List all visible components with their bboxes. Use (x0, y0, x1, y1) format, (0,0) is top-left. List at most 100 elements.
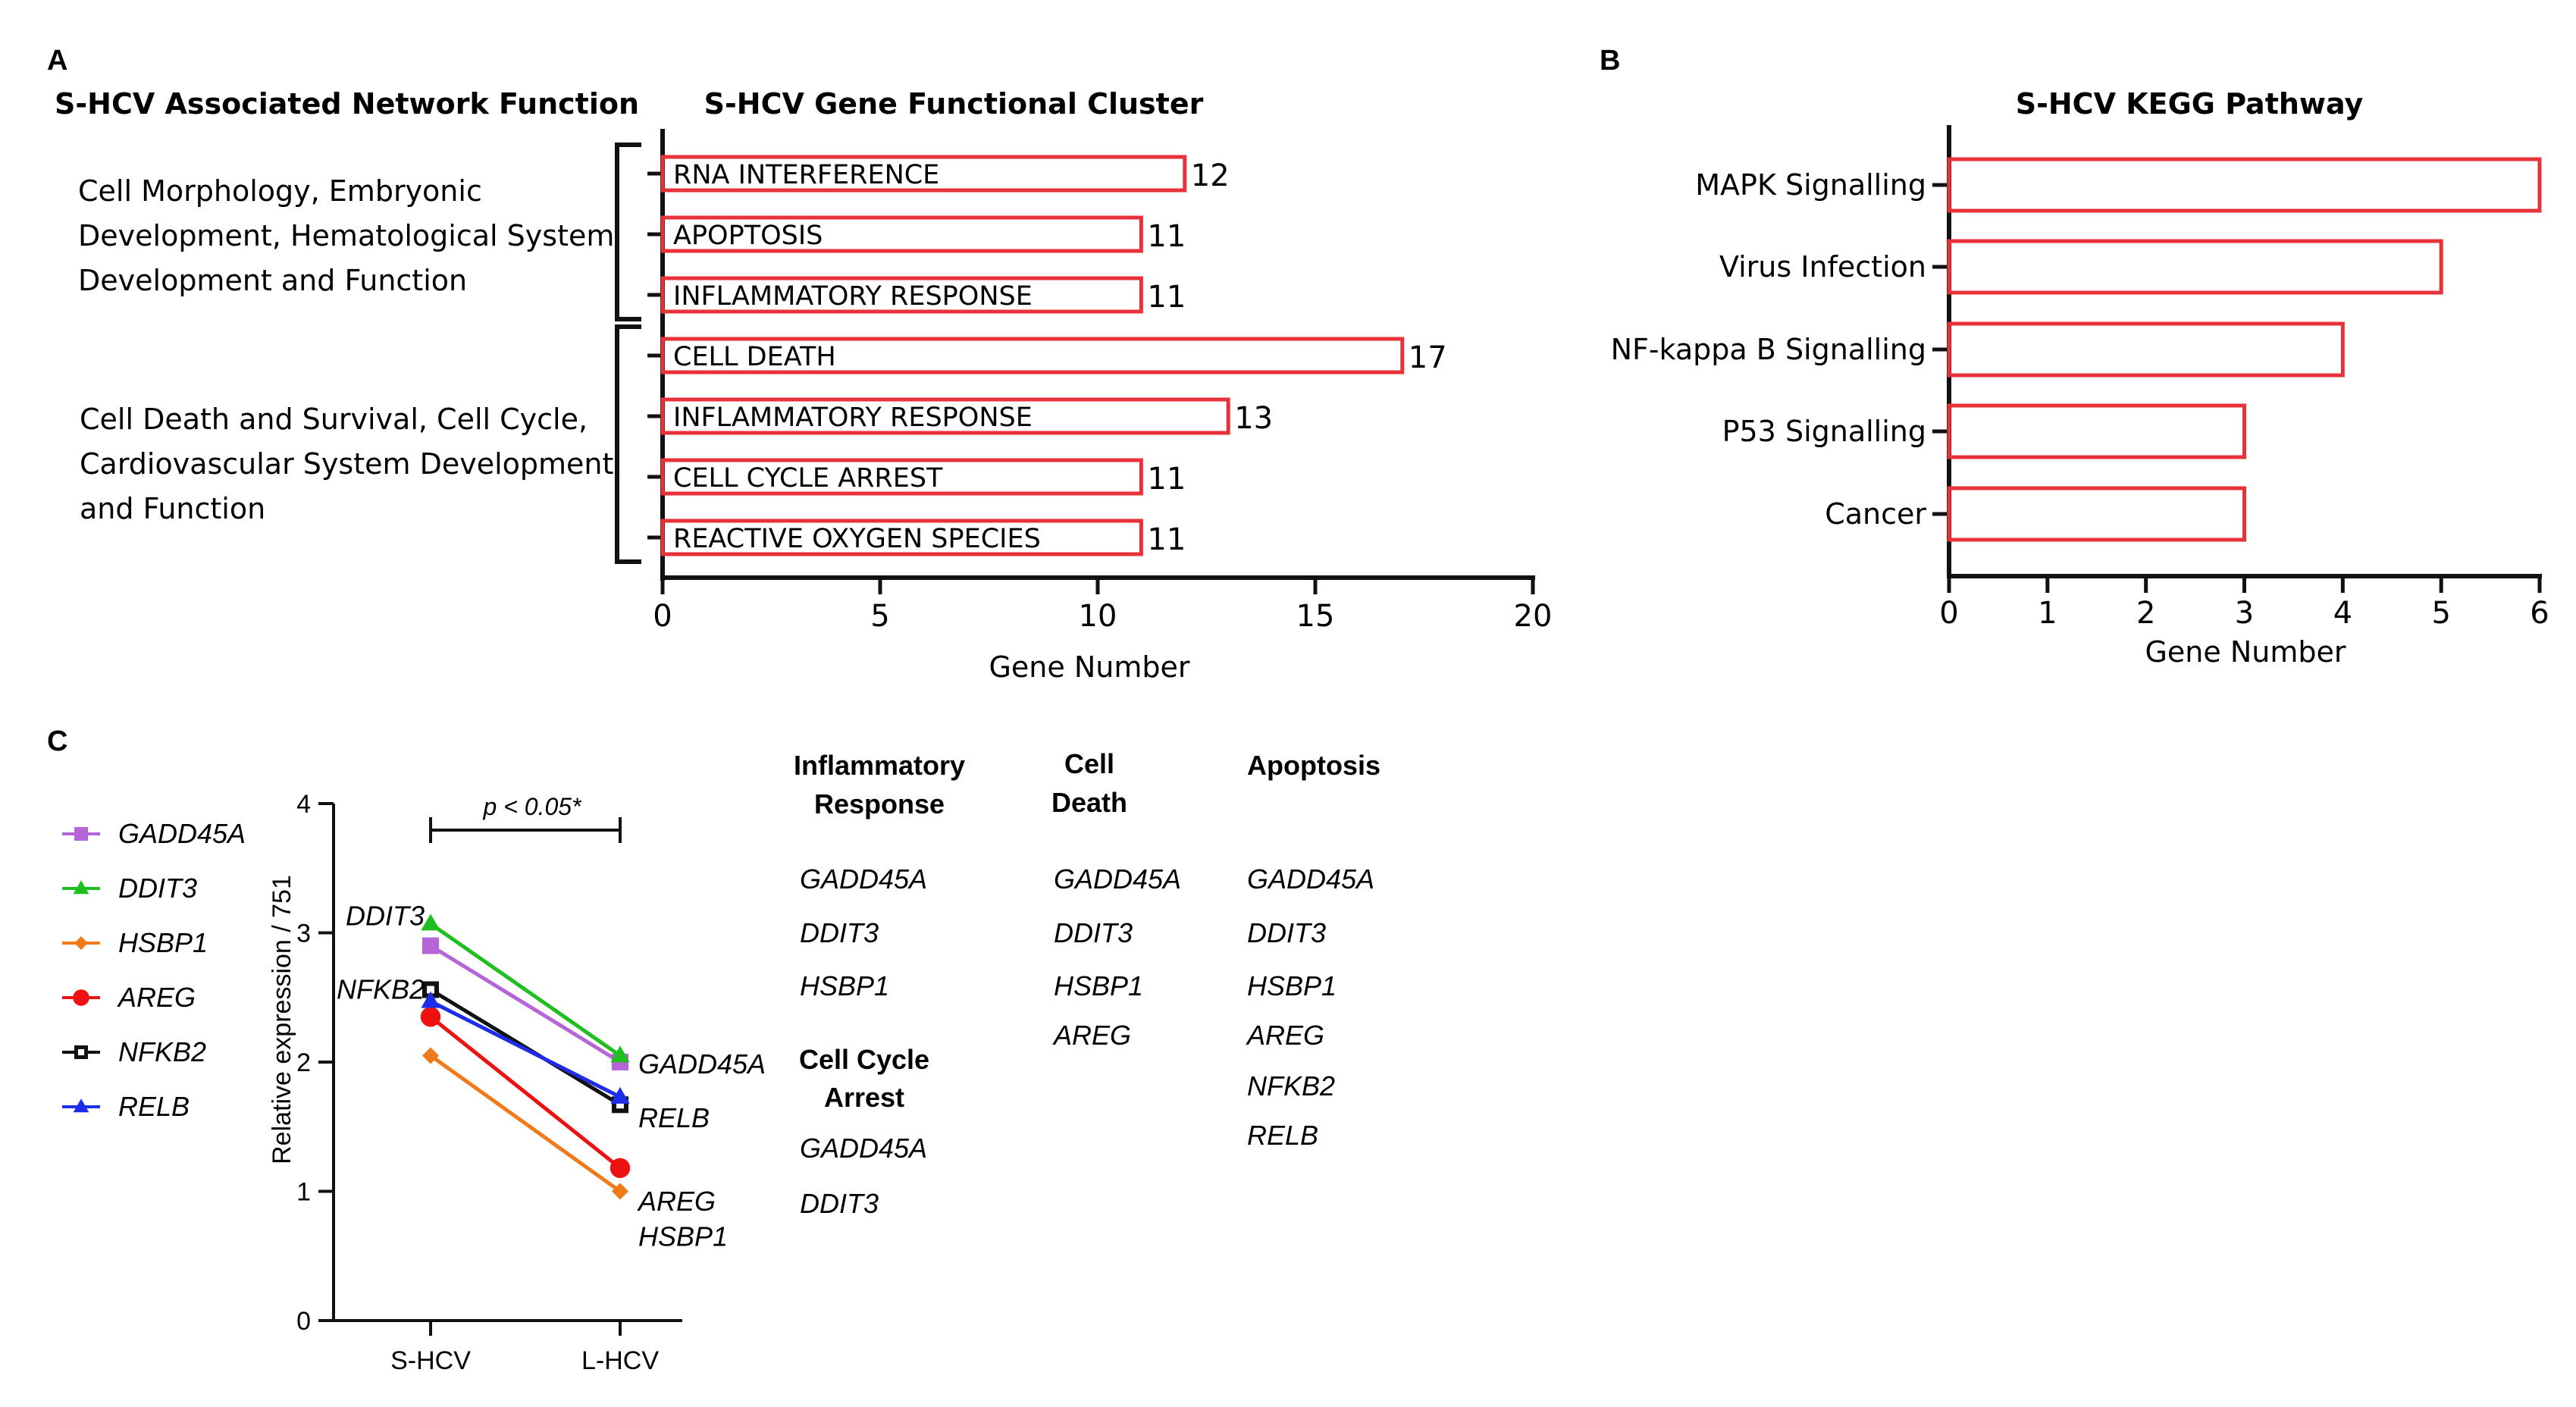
apoptosis-gene: HSBP1 (1247, 970, 1337, 1001)
expression-point-label: GADD45A (638, 1048, 766, 1080)
cell-death-gene: HSBP1 (1054, 970, 1143, 1001)
kegg-x-tick-label: 4 (2333, 596, 2352, 631)
expression-point-label: DDIT3 (346, 901, 425, 932)
kegg-category-label: NF-kappa B Signalling (1611, 333, 1926, 366)
legend-label: DDIT3 (118, 873, 197, 904)
kegg-bar (1947, 321, 2345, 378)
expression-chart: Relative expression / 751 p < 0.05* 0 1 2 3… (62, 790, 766, 1375)
legend-marker (73, 880, 89, 895)
expression-point (612, 1183, 628, 1200)
cell-death-gene: AREG (1052, 1020, 1131, 1051)
network-function-panel: S-HCV Associated Network Function Cell M… (55, 87, 639, 525)
network-2-line-3: and Function (80, 492, 265, 525)
kegg-x-tick-label: 5 (2431, 596, 2450, 631)
cell-cycle-gene: GADD45A (800, 1133, 927, 1164)
expression-point (421, 913, 440, 931)
expression-point-label: HSBP1 (638, 1221, 728, 1252)
legend-marker (74, 936, 88, 950)
cluster-chart-title: S-HCV Gene Functional Cluster (704, 87, 1204, 121)
cell-cycle-title-line-2: Arrest (824, 1082, 904, 1113)
cluster-value-label: 17 (1409, 340, 1447, 375)
kegg-x-tick-label: 2 (2136, 596, 2155, 631)
expression-line (429, 944, 622, 1064)
apoptosis-gene: RELB (1247, 1120, 1318, 1151)
cluster-value-label: 11 (1147, 280, 1186, 315)
panel-label-c: C (47, 725, 67, 757)
apoptosis-gene: GADD45A (1247, 863, 1374, 895)
cluster-bar (660, 155, 1187, 193)
inflammatory-title-line-2: Response (814, 788, 945, 819)
expression-point (610, 1086, 630, 1104)
legend-label: RELB (118, 1091, 190, 1122)
expression-point (420, 1007, 441, 1027)
cell-death-gene: DDIT3 (1054, 917, 1133, 948)
inflammatory-title-line-1: Inflammatory (794, 750, 965, 781)
expression-point (422, 981, 439, 998)
gene-cluster-chart: S-HCV Gene Functional Cluster Gene Numbe… (615, 87, 1553, 684)
legend-marker-inner (77, 1048, 85, 1056)
significance-label: p < 0.05* (483, 793, 583, 820)
cluster-bar (660, 458, 1143, 496)
expression-series-relb (421, 991, 630, 1104)
apoptosis-gene: DDIT3 (1247, 917, 1326, 948)
network-function-title: S-HCV Associated Network Function (55, 87, 639, 121)
cluster-value-label: 11 (1147, 522, 1186, 557)
cell-cycle-title-line-1: Cell Cycle (799, 1044, 929, 1075)
cluster-bar (660, 337, 1405, 374)
cluster-category-label: RNA INTERFERENCE (673, 160, 939, 190)
cluster-x-tick-label: 10 (1079, 599, 1117, 634)
cluster-x-tick-label: 5 (870, 599, 889, 634)
kegg-x-tick-label: 1 (2038, 596, 2057, 631)
expression-series-hsbp1 (422, 1047, 628, 1200)
expression-line (429, 1054, 622, 1193)
expression-point (610, 1045, 630, 1063)
expression-y-tick-label: 0 (296, 1307, 311, 1336)
expression-y-tick-label: 1 (296, 1178, 311, 1207)
network-2-line-1: Cell Death and Survival, Cell Cycle, (80, 403, 588, 436)
kegg-chart-title: S-HCV KEGG Pathway (2016, 87, 2364, 121)
kegg-x-axis-label: Gene Number (2145, 635, 2346, 669)
expression-point-label: RELB (638, 1102, 710, 1133)
kegg-category-label: Virus Infection (1719, 250, 1926, 284)
legend-label: HSBP1 (118, 927, 208, 958)
significance-bracket (429, 817, 622, 843)
group-bracket (615, 324, 641, 564)
legend-label: GADD45A (118, 818, 246, 849)
kegg-x-tick-label: 6 (2530, 596, 2549, 631)
cluster-value-label: 13 (1234, 401, 1273, 436)
gene-lists: Inflammatory Response GADD45A DDIT3 HSBP… (794, 748, 1380, 1219)
expression-point-inner (616, 1101, 624, 1109)
cell-death-title-line-1: Cell (1064, 748, 1114, 779)
apoptosis-title: Apoptosis (1247, 750, 1380, 781)
group-bracket (615, 143, 641, 321)
cell-death-gene: GADD45A (1054, 863, 1181, 895)
inflammatory-gene: HSBP1 (800, 970, 889, 1001)
expression-series-ddit3 (421, 913, 630, 1063)
cluster-value-label: 11 (1147, 462, 1186, 497)
kegg-category-label: Cancer (1825, 497, 1926, 531)
expression-point (422, 937, 439, 954)
expression-point (610, 1158, 631, 1179)
cluster-category-label: REACTIVE OXYGEN SPECIES (673, 524, 1041, 554)
panel-label-b: B (1600, 45, 1620, 77)
expression-y-tick-label: 4 (296, 790, 311, 819)
kegg-x-tick-label: 0 (1939, 596, 1958, 631)
apoptosis-gene: AREG (1246, 1020, 1324, 1051)
cluster-x-tick-label: 0 (653, 599, 672, 634)
cluster-x-tick-label: 20 (1514, 599, 1553, 634)
kegg-category-label: MAPK Signalling (1695, 168, 1926, 202)
legend-label: NFKB2 (118, 1036, 206, 1067)
kegg-bar (1947, 403, 2246, 459)
cluster-value-label: 11 (1147, 219, 1186, 254)
kegg-bar (1947, 239, 2443, 295)
expression-y-axis-label: Relative expression / 751 (268, 875, 296, 1164)
cluster-category-label: CELL CYCLE ARREST (673, 463, 943, 494)
cluster-bar (660, 397, 1230, 435)
cluster-bar (660, 276, 1143, 314)
kegg-bar (1947, 486, 2246, 542)
expression-line (429, 999, 622, 1099)
cluster-bar (660, 215, 1143, 253)
cluster-value-label: 12 (1191, 158, 1230, 193)
legend-label: AREG (117, 982, 196, 1013)
